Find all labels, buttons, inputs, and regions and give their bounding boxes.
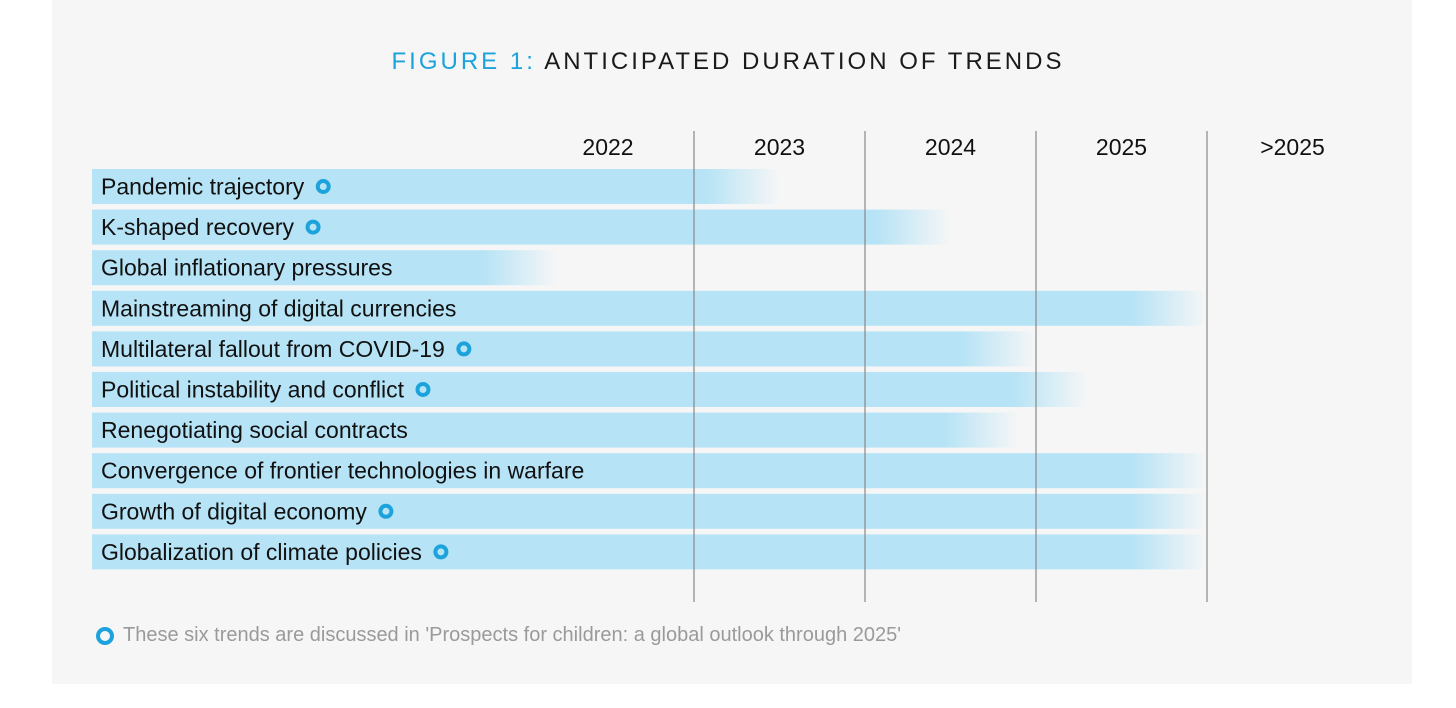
row-label-1: Pandemic trajectory xyxy=(101,174,305,200)
tick-label-4: 2025 xyxy=(1096,134,1147,160)
tick-label-5: >2025 xyxy=(1260,134,1325,160)
ring-marker-icon xyxy=(433,544,449,560)
row-label-8: Convergence of frontier technologies in … xyxy=(101,458,584,484)
grid-layer xyxy=(693,131,1208,602)
tick-label-2: 2023 xyxy=(754,134,805,160)
bar-10 xyxy=(92,534,1207,570)
row-label-7: Renegotiating social contracts xyxy=(101,417,408,443)
bar-1 xyxy=(92,169,780,204)
ring-marker-icon xyxy=(96,626,114,645)
tick-label-3: 2024 xyxy=(925,134,976,160)
bars-layer xyxy=(92,169,1207,570)
ring-marker-icon xyxy=(456,341,472,357)
figure-title: FIGURE 1: ANTICIPATED DURATION OF TRENDS xyxy=(0,48,1456,76)
footnote: These six trends are discussed in 'Prosp… xyxy=(96,624,901,647)
row-label-4: Mainstreaming of digital currencies xyxy=(101,295,456,321)
ring-marker-icon xyxy=(305,219,321,235)
footnote-text: These six trends are discussed in 'Prosp… xyxy=(123,624,902,646)
tick-labels: 2022 2023 2024 2025 >2025 xyxy=(582,134,1324,160)
row-label-6: Political instability and conflict xyxy=(101,377,405,403)
figure-title-main: ANTICIPATED DURATION OF TRENDS xyxy=(544,48,1065,75)
ring-marker-icon xyxy=(378,503,394,519)
bar-5 xyxy=(92,331,1036,367)
bar-8 xyxy=(92,453,1207,489)
bar-3 xyxy=(92,250,558,286)
row-label-10: Globalization of climate policies xyxy=(101,539,422,565)
row-label-5: Multilateral fallout from COVID-19 xyxy=(101,336,445,362)
tick-label-1: 2022 xyxy=(582,134,633,160)
bar-6 xyxy=(92,372,1088,407)
bar-2 xyxy=(92,209,951,245)
row-label-3: Global inflationary pressures xyxy=(101,255,392,281)
ring-marker-icon xyxy=(315,179,331,194)
row-label-9: Growth of digital economy xyxy=(101,498,367,524)
row-labels: Pandemic trajectory K-shaped recovery Glob… xyxy=(101,174,584,565)
figure-title-prefix: FIGURE 1: xyxy=(391,48,536,75)
bar-9 xyxy=(92,493,1207,529)
ring-marker-icon xyxy=(415,382,431,397)
bar-4 xyxy=(92,290,1207,326)
row-label-2: K-shaped recovery xyxy=(101,214,295,240)
